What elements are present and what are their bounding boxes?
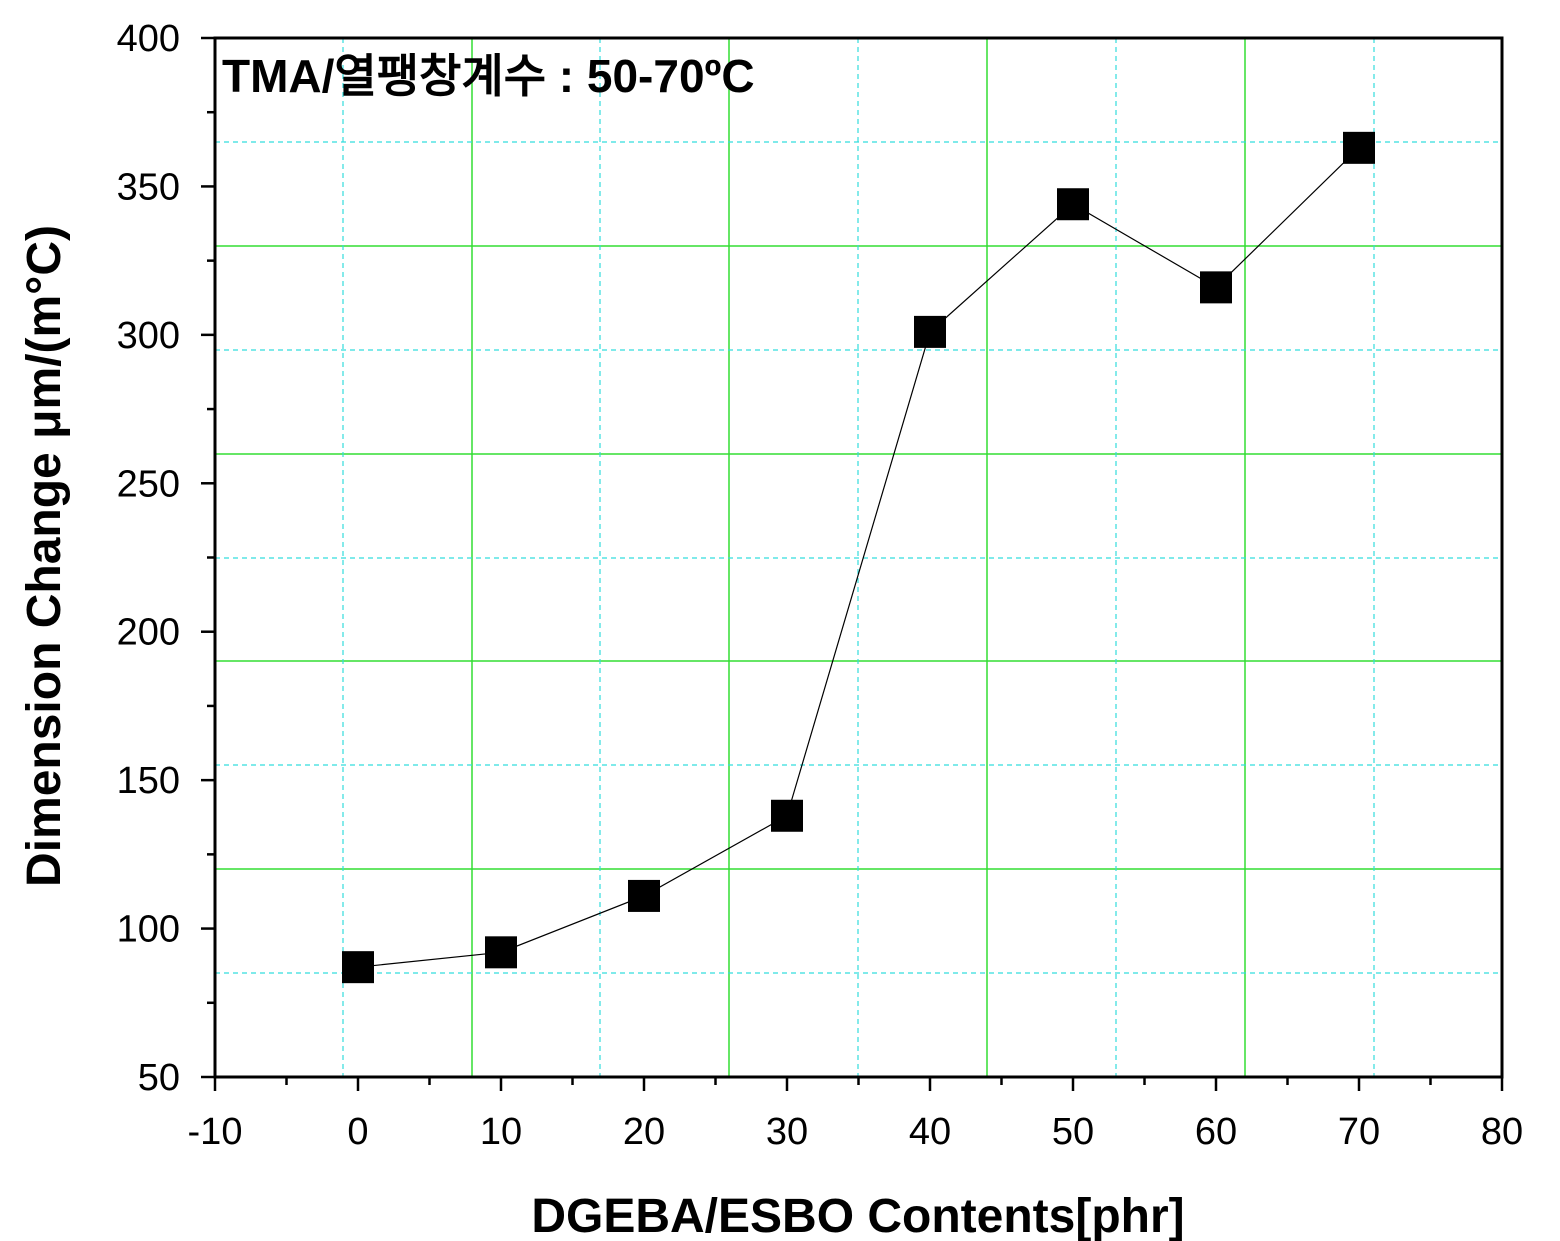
data-point	[771, 799, 803, 832]
data-series	[342, 131, 1375, 984]
y-tick-label: 300	[117, 315, 180, 357]
data-point	[342, 951, 374, 984]
x-tick-label: 70	[1338, 1111, 1380, 1153]
data-point	[1200, 271, 1232, 304]
x-tick-label: 60	[1195, 1111, 1237, 1153]
y-tick-label: 350	[117, 166, 180, 208]
data-point	[628, 879, 660, 912]
chart-title: TMA/열팽창계수 : 50-70ºC	[222, 50, 755, 102]
data-point	[1343, 131, 1375, 164]
y-tick-label: 100	[117, 909, 180, 951]
y-tick-label: 50	[138, 1057, 180, 1099]
data-point	[485, 936, 517, 969]
plot-frame	[213, 36, 1504, 1079]
x-axis-title: DGEBA/ESBO Contents[phr]	[531, 1190, 1184, 1241]
x-tick-label: 30	[766, 1111, 808, 1153]
x-tick-label: 0	[347, 1111, 368, 1153]
y-tick-label: 200	[117, 612, 180, 654]
x-tick-label: 50	[1052, 1111, 1094, 1153]
axis-ticks	[201, 36, 1504, 1091]
y-tick-label: 150	[117, 760, 180, 802]
minor-grid	[215, 38, 1502, 1077]
x-tick-label: 40	[909, 1111, 951, 1153]
x-tick-label: 10	[480, 1111, 522, 1153]
y-tick-label: 250	[117, 463, 180, 505]
y-tick-label: 400	[117, 18, 180, 60]
series-line	[357, 147, 1360, 968]
x-tick-label: 80	[1481, 1111, 1523, 1153]
x-tick-label: -10	[188, 1111, 243, 1153]
x-tick-labels: -10 0 10 20 30 40 50 60 70 80	[188, 1111, 1524, 1153]
data-point	[914, 315, 946, 348]
y-axis-title: Dimension Change μm/(m°C)	[18, 225, 71, 887]
x-tick-label: 20	[623, 1111, 665, 1153]
data-point	[1057, 188, 1089, 221]
y-tick-labels: 50 100 150 200 250 300 350 400	[117, 18, 180, 1099]
